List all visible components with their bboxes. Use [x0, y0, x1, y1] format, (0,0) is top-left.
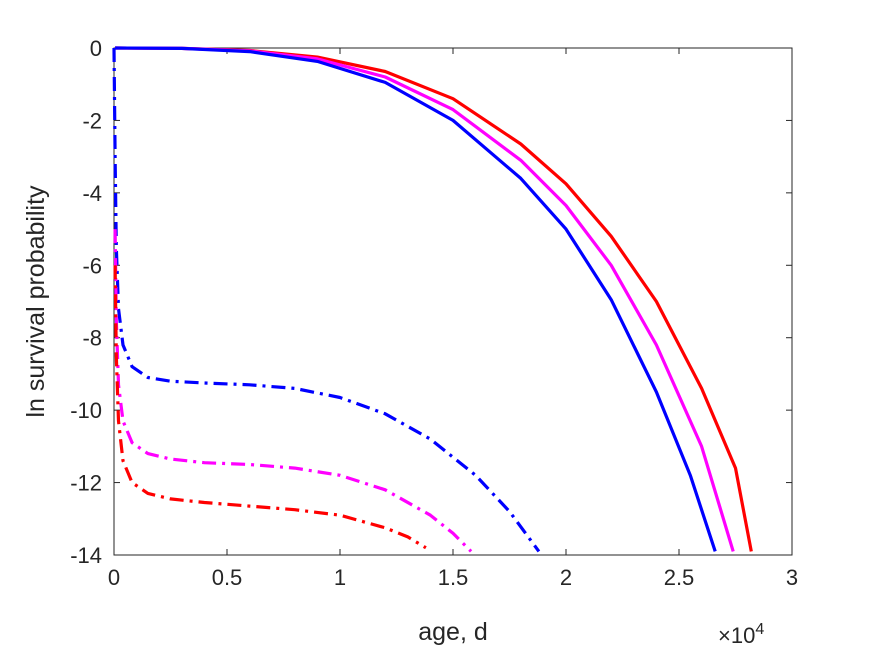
y-tick-label: -6	[82, 253, 102, 278]
y-axis-ticks: 0 -2 -4 -6 -8 -10 -12 -14	[70, 36, 792, 568]
y-tick-label: -4	[82, 181, 102, 206]
x-tick-label: 1.5	[438, 565, 469, 590]
y-tick-label: -12	[70, 471, 102, 496]
x-axis-ticks: 0 0.5 1 1.5 2 2.5 3	[108, 48, 798, 590]
series-line-6-dashdot	[113, 265, 427, 550]
x-axis-label: age, d	[418, 618, 488, 646]
x-scale-base: ×10	[718, 623, 755, 648]
y-tick-label: -8	[82, 326, 102, 351]
series-layer	[112, 46, 753, 553]
x-tick-label: 2.5	[664, 565, 695, 590]
series-line-5-dashdot	[113, 229, 473, 553]
x-tick-label: 0.5	[212, 565, 243, 590]
x-tick-label: 1	[334, 565, 346, 590]
series-line-3-solid	[115, 46, 717, 552]
y-tick-label: 0	[90, 36, 102, 61]
y-axis-label: ln survival probability	[22, 185, 50, 418]
series-line-4-dashdot	[112, 47, 541, 553]
x-tick-label: 0	[108, 565, 120, 590]
y-tick-label: -14	[70, 543, 102, 568]
x-axis-scale-factor: ×104	[718, 621, 764, 648]
x-tick-label: 3	[786, 565, 798, 590]
x-tick-label: 2	[560, 565, 572, 590]
y-tick-label: -10	[70, 398, 102, 423]
plot-area	[113, 47, 793, 556]
y-tick-label: -2	[82, 108, 102, 133]
x-scale-exponent: 4	[755, 621, 764, 638]
